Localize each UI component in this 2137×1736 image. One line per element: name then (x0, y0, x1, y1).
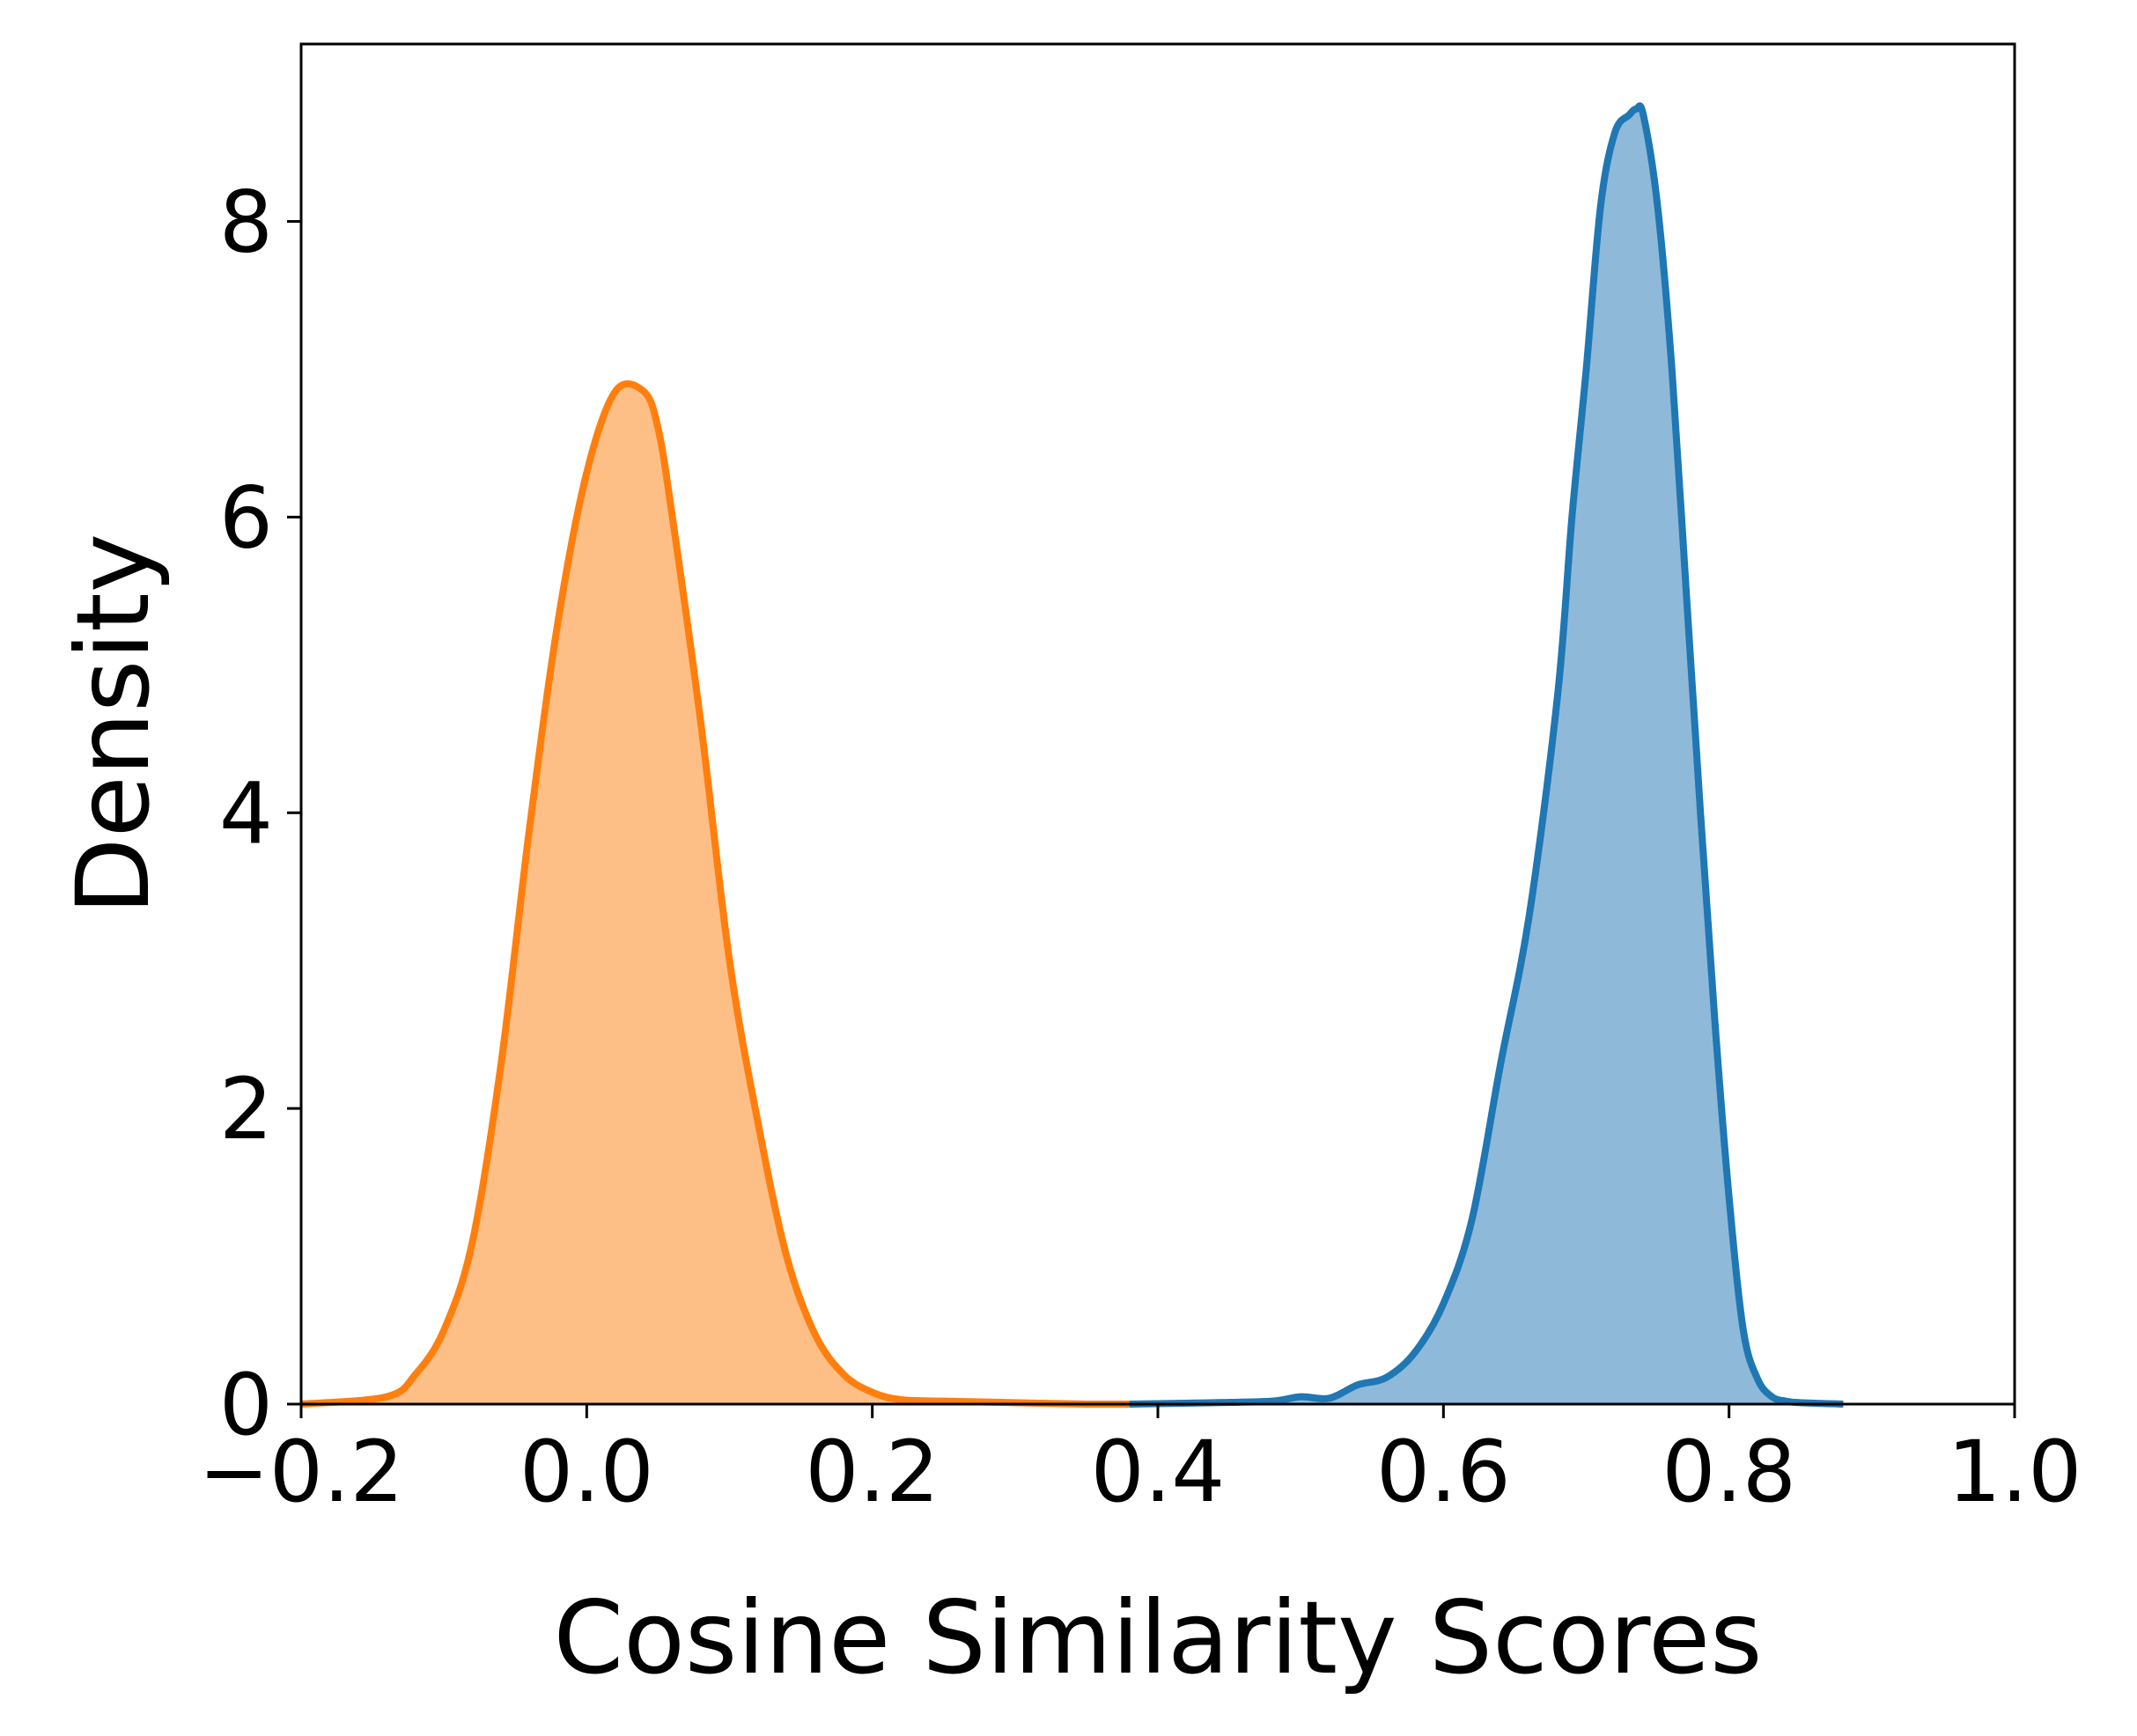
series-1-line (300, 380, 1130, 1408)
x-tick-label: 0.8 (1662, 1423, 1796, 1521)
x-tick-label: 0.6 (1376, 1423, 1511, 1521)
y-axis: 0 2 4 6 8 (219, 173, 301, 1454)
x-tick-label: 0.0 (520, 1423, 654, 1521)
x-axis-title: Cosine Similarity Scores (554, 1579, 1763, 1696)
y-tick-label: 8 (219, 173, 273, 272)
y-tick-label: 4 (219, 764, 273, 863)
series-1-area (301, 383, 1130, 1405)
x-tick-label: 1.0 (1948, 1423, 2082, 1521)
series-0-line (1129, 102, 1844, 1408)
x-axis: −0.2 0.0 0.2 0.4 0.6 0.8 1.0 (198, 1404, 2082, 1521)
y-tick-label: 6 (219, 468, 273, 567)
y-tick-label: 0 (219, 1356, 273, 1454)
x-tick-label: 0.2 (805, 1423, 940, 1521)
series-layer (300, 102, 1844, 1408)
x-tick-label: −0.2 (198, 1423, 403, 1521)
x-tick-label: 0.4 (1091, 1423, 1226, 1521)
series-0-area (1129, 106, 1844, 1405)
y-axis-title: Density (55, 533, 172, 915)
y-tick-label: 2 (219, 1060, 273, 1159)
